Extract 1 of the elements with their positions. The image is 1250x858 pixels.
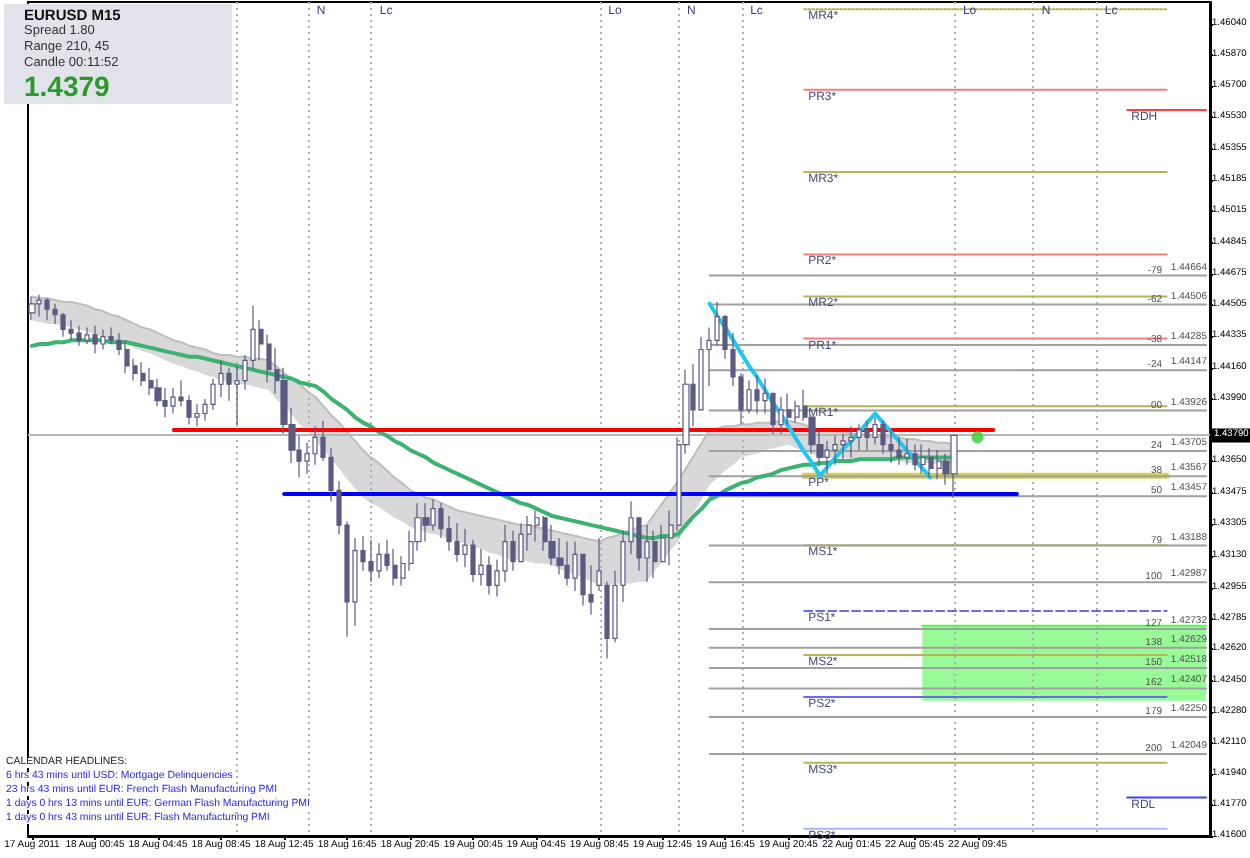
annotation: 1.4379	[24, 70, 110, 102]
